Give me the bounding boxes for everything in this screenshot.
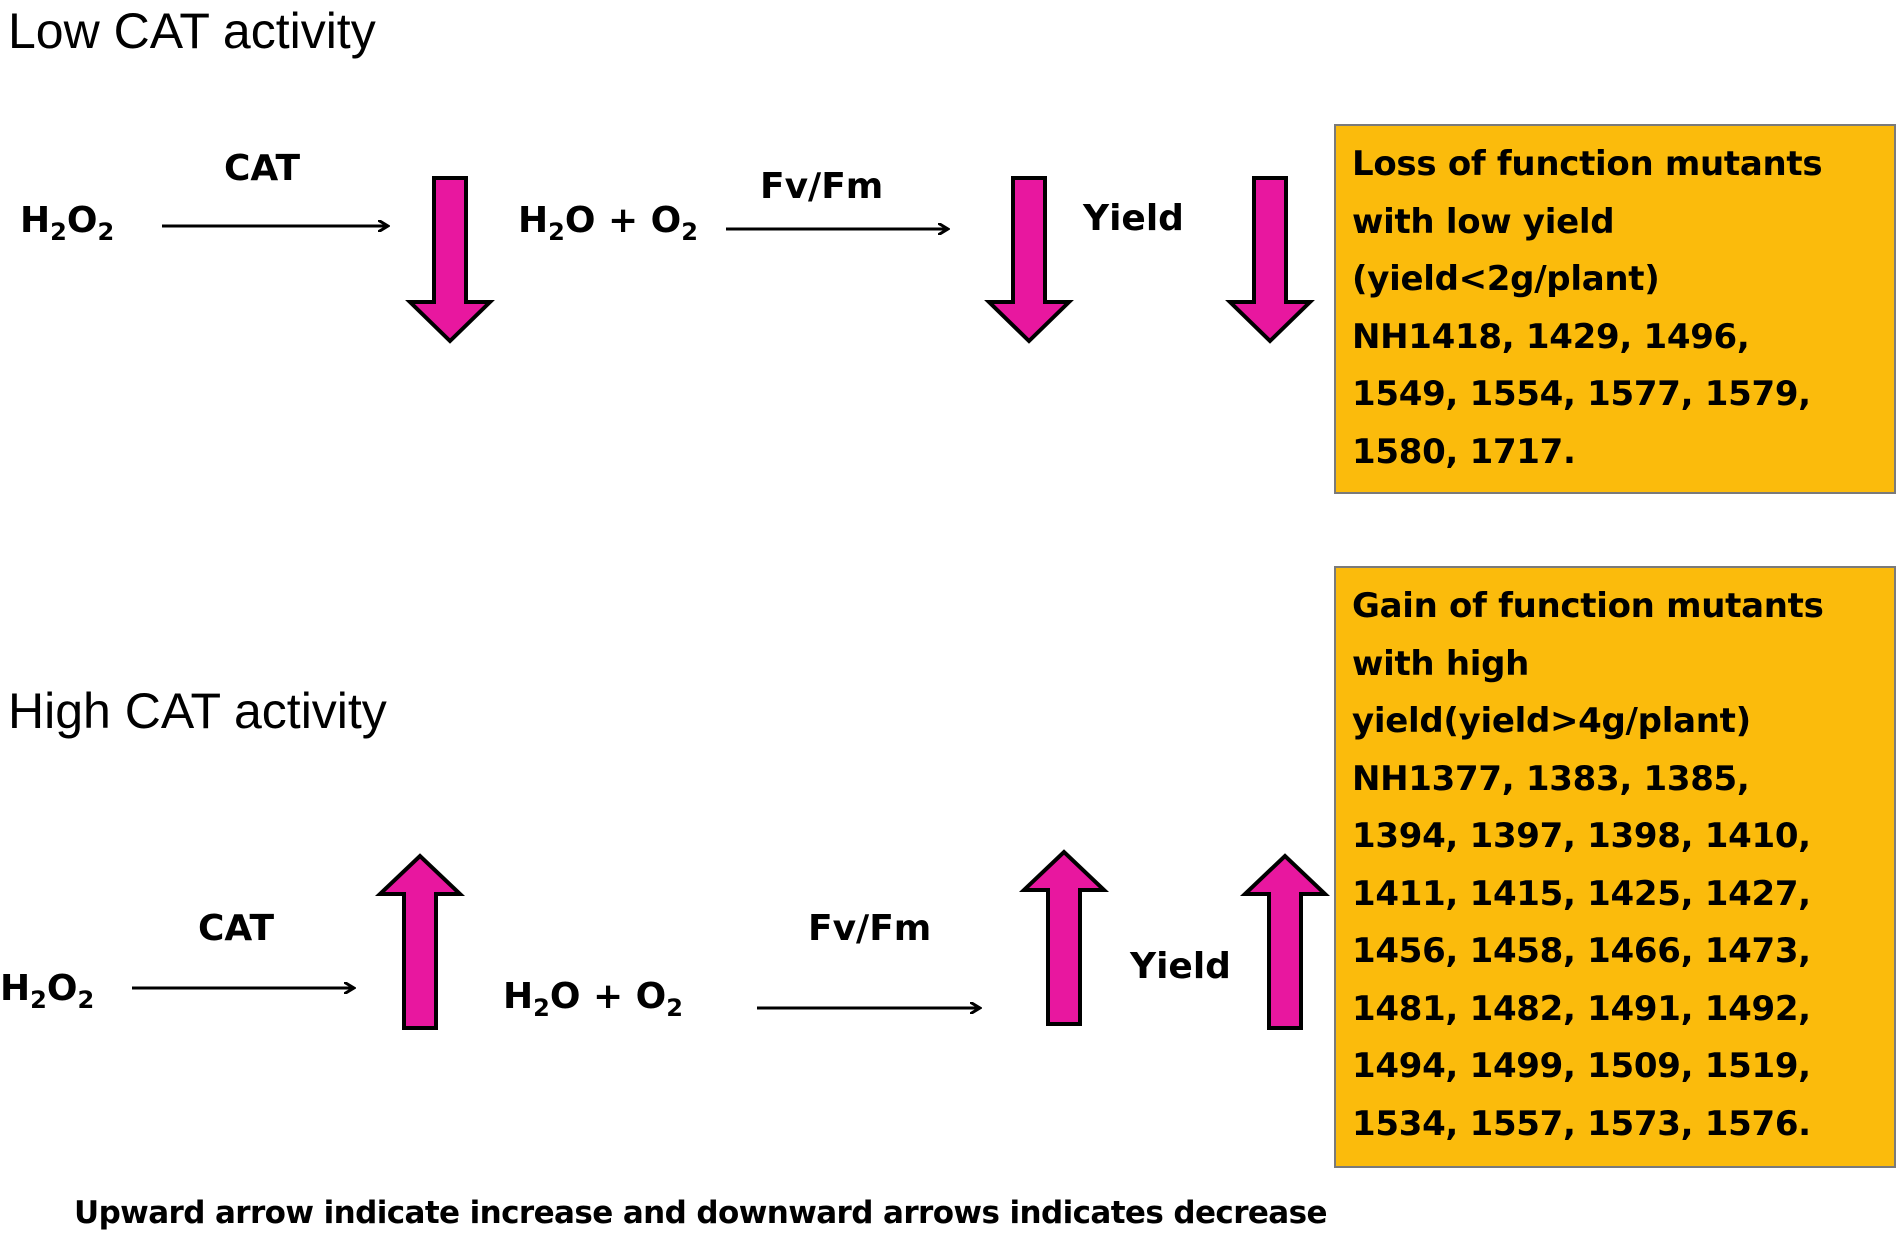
box-line: Loss of function mutants <box>1352 144 1823 184</box>
box-line: 1481, 1482, 1491, 1492, <box>1352 988 1811 1029</box>
decrease-arrow-yield <box>1225 176 1315 344</box>
box-line: with low yield <box>1352 201 1615 242</box>
gain-of-function-box: Gain of function mutants with high yield(y… <box>1334 566 1896 1168</box>
ratio-label-low: Fv/Fm <box>760 166 884 207</box>
box-line: 1456, 1458, 1466, 1473, <box>1352 931 1811 971</box>
box-line: (yield<2g/plant) <box>1352 259 1660 299</box>
box-line: NH1418, 1429, 1496, <box>1352 316 1750 357</box>
box-line: yield(yield>4g/plant) <box>1352 701 1751 741</box>
box-line: 1580, 1717. <box>1352 431 1576 472</box>
footnote-legend: Upward arrow indicate increase and downw… <box>74 1195 1328 1231</box>
box-line: 1549, 1554, 1577, 1579, <box>1352 374 1811 414</box>
decrease-arrow-fvfm <box>984 176 1074 344</box>
substrate-h2o2-high: H2O2 <box>0 968 95 1014</box>
box-line: 1494, 1499, 1509, 1519, <box>1352 1046 1811 1086</box>
increase-arrow-fvfm <box>1018 849 1110 1026</box>
decrease-arrow-cat <box>405 176 495 344</box>
product-h2o-o2-low: H2O + O2 <box>518 200 698 246</box>
box-line: Gain of function mutants <box>1352 586 1824 626</box>
box-line: NH1377, 1383, 1385, <box>1352 758 1750 799</box>
yield-label-low: Yield <box>1083 198 1184 239</box>
box-line: with high <box>1352 643 1530 684</box>
box-line: 1411, 1415, 1425, 1427, <box>1352 873 1811 914</box>
heading-low-cat: Low CAT activity <box>8 3 376 59</box>
box-line: 1534, 1557, 1573, 1576. <box>1352 1103 1811 1144</box>
increase-arrow-cat <box>374 853 466 1030</box>
heading-high-cat: High CAT activity <box>8 683 387 739</box>
increase-arrow-yield <box>1239 853 1331 1030</box>
enzyme-label-high: CAT <box>198 908 275 949</box>
yield-label-high: Yield <box>1130 946 1231 987</box>
box-line: 1394, 1397, 1398, 1410, <box>1352 816 1811 856</box>
enzyme-label-low: CAT <box>224 148 301 189</box>
ratio-label-high: Fv/Fm <box>808 908 932 949</box>
loss-of-function-box: Loss of function mutants with low yield (y… <box>1334 124 1896 494</box>
substrate-h2o2-low: H2O2 <box>20 200 115 246</box>
product-h2o-o2-high: H2O + O2 <box>503 976 683 1022</box>
